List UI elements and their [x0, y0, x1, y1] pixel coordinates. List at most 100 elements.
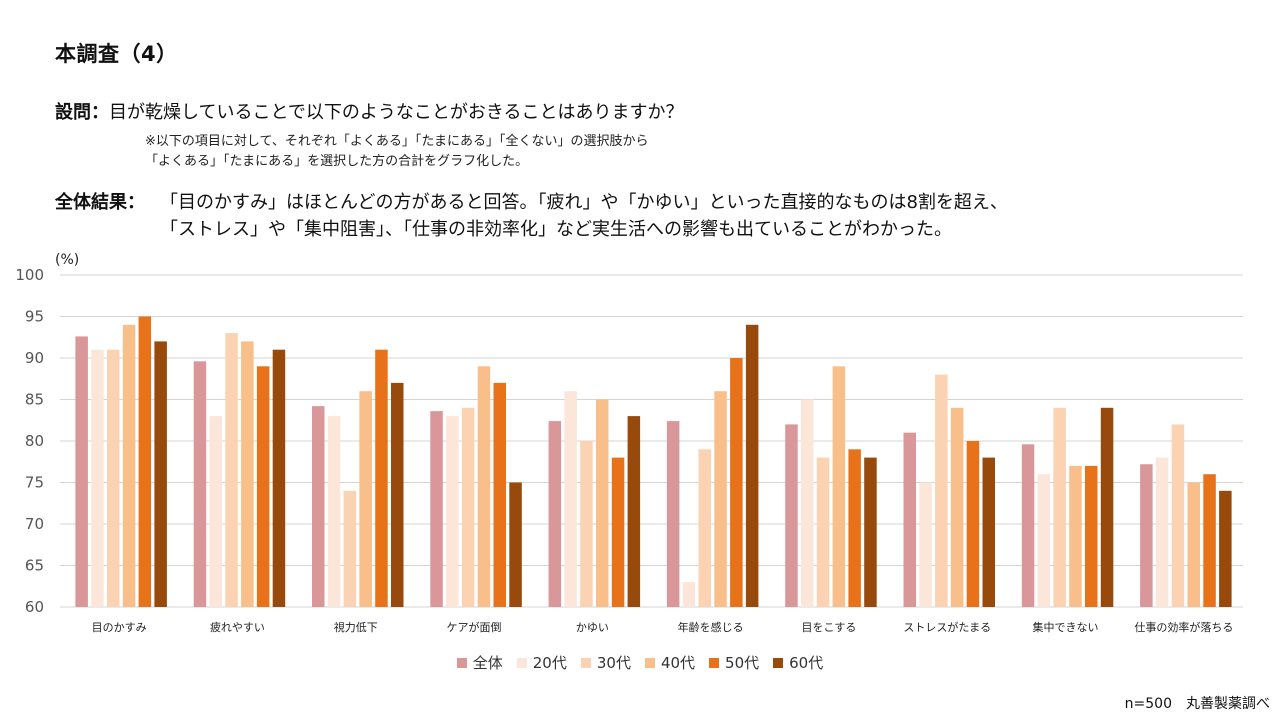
- bar-40代-ケアが面倒: [477, 366, 491, 607]
- legend-item-全体: 全体: [456, 652, 503, 673]
- y-tick-label: 80: [25, 432, 44, 450]
- bar-全体-疲れやすい: [193, 361, 207, 607]
- note-line-2: 「よくある」「たまにある」を選択した方の合計をグラフ化した。: [145, 154, 529, 169]
- bar-50代-集中できない: [1085, 465, 1098, 607]
- x-tick-label: 目のかすみ: [92, 621, 147, 634]
- y-tick-label: 100: [15, 266, 44, 284]
- legend-item-30代: 30代: [580, 652, 631, 673]
- bar-60代-仕事の効率が落ちる: [1219, 490, 1232, 607]
- bar-20代-ストレスがたまる: [919, 482, 932, 607]
- bar-50代-ストレスがたまる: [966, 441, 980, 607]
- bar-60代-疲れやすい: [272, 349, 286, 607]
- bar-50代-目をこする: [848, 449, 861, 607]
- x-tick-label: 年齢を感じる: [678, 620, 744, 634]
- bar-60代-視力低下: [391, 382, 404, 607]
- legend-swatch: [709, 658, 720, 668]
- bar-30代-年齢を感じる: [698, 449, 711, 607]
- bar-20代-集中できない: [1037, 474, 1051, 607]
- x-tick-label: かゆい: [576, 621, 609, 634]
- x-tick-label: 集中できない: [1033, 620, 1099, 634]
- legend-item-40代: 40代: [644, 652, 696, 673]
- legend-label: 全体: [472, 654, 503, 672]
- bar-全体-ケアが面倒: [430, 411, 443, 607]
- y-axis-unit-label: (%): [55, 252, 80, 268]
- bar-30代-集中できない: [1053, 407, 1066, 607]
- question: 設問：目が乾燥していることで以下のようなことがおきることはありますか？: [55, 98, 684, 124]
- bar-60代-集中できない: [1100, 407, 1114, 607]
- bar-60代-ケアが面倒: [509, 482, 522, 607]
- result-line-2: 「ストレス」や「集中阻害」、「仕事の非効率化」など実生活への影響も出ていることが…: [160, 219, 952, 240]
- bar-30代-疲れやすい: [225, 333, 238, 607]
- bar-20代-疲れやすい: [209, 416, 222, 607]
- chart-legend: 全体 20代 30代 40代 50代 60代: [0, 652, 1280, 673]
- legend-label: 30代: [596, 654, 631, 672]
- bar-20代-目のかすみ: [91, 349, 104, 607]
- legend-label: 50代: [725, 654, 760, 672]
- y-tick-label: 75: [25, 474, 44, 492]
- bar-全体-年齢を感じる: [666, 421, 680, 607]
- bar-30代-目のかすみ: [107, 349, 120, 607]
- bar-全体-ストレスがたまる: [903, 432, 916, 607]
- question-label: 設問：: [55, 102, 109, 123]
- bar-全体-視力低下: [312, 406, 325, 607]
- legend-swatch: [580, 658, 591, 668]
- bar-60代-年齢を感じる: [745, 324, 759, 607]
- question-text: 目が乾燥していることで以下のようなことがおきることはありますか？: [109, 102, 684, 123]
- note-line-1: ※以下の項目に対して、それぞれ「よくある」「たまにある」「全くない」の選択肢から: [145, 134, 649, 149]
- x-tick-label: ストレスがたまる: [903, 620, 991, 634]
- y-tick-label: 90: [25, 349, 44, 367]
- bar-60代-目をこする: [864, 457, 877, 607]
- bar-20代-視力低下: [327, 416, 341, 607]
- bar-40代-仕事の効率が落ちる: [1187, 482, 1200, 607]
- legend-swatch: [773, 658, 784, 668]
- page-title: 本調査（4）: [55, 42, 178, 66]
- bar-50代-年齢を感じる: [730, 358, 743, 607]
- bar-40代-年齢を感じる: [714, 391, 727, 607]
- legend-swatch: [456, 658, 467, 668]
- bar-40代-目のかすみ: [122, 324, 136, 607]
- bar-全体-集中できない: [1021, 444, 1035, 607]
- bar-40代-かゆい: [596, 399, 609, 607]
- bar-30代-かゆい: [580, 441, 593, 607]
- bar-全体-目のかすみ: [75, 336, 88, 607]
- y-tick-label: 85: [25, 391, 44, 409]
- bar-30代-視力低下: [343, 490, 357, 607]
- y-tick-label: 60: [25, 598, 44, 616]
- bar-50代-かゆい: [611, 457, 625, 607]
- bar-50代-ケアが面倒: [493, 382, 506, 607]
- bar-30代-ケアが面倒: [461, 407, 475, 607]
- bar-60代-ストレスがたまる: [982, 457, 995, 607]
- bar-全体-目をこする: [785, 424, 798, 607]
- bar-40代-視力低下: [359, 391, 372, 607]
- bar-全体-かゆい: [548, 421, 562, 607]
- legend-label: 20代: [532, 654, 567, 672]
- bar-60代-目のかすみ: [154, 341, 167, 607]
- bar-20代-ケアが面倒: [446, 416, 459, 607]
- legend-item-60代: 60代: [773, 652, 823, 673]
- bar-50代-目のかすみ: [138, 316, 152, 607]
- x-tick-label: ケアが面倒: [447, 620, 502, 634]
- legend-swatch: [644, 658, 655, 668]
- bar-20代-仕事の効率が落ちる: [1155, 457, 1169, 607]
- result-line-1: 「目のかすみ」はほとんどの方があると回答。「疲れ」や「かゆい」といった直接的なも…: [160, 192, 1008, 213]
- y-tick-label: 70: [25, 515, 44, 533]
- y-tick-label: 95: [25, 308, 44, 326]
- x-tick-label: 疲れやすい: [210, 620, 265, 634]
- bar-30代-ストレスがたまる: [935, 374, 948, 607]
- legend-label: 60代: [789, 654, 824, 672]
- result-label: 全体結果：: [55, 192, 145, 213]
- y-tick-label: 65: [25, 557, 44, 575]
- bar-40代-ストレスがたまる: [950, 407, 964, 607]
- bar-50代-疲れやすい: [256, 366, 270, 607]
- bar-30代-仕事の効率が落ちる: [1171, 424, 1185, 607]
- legend-swatch: [516, 658, 527, 668]
- source-note: n=500 丸善製薬調べ: [1124, 696, 1270, 712]
- bar-30代-目をこする: [816, 457, 830, 607]
- bar-20代-年齢を感じる: [682, 582, 696, 607]
- bar-40代-疲れやすい: [241, 341, 254, 607]
- bar-20代-かゆい: [564, 391, 577, 607]
- bar-40代-目をこする: [832, 366, 846, 607]
- bar-全体-仕事の効率が落ちる: [1140, 464, 1153, 607]
- legend-label: 40代: [660, 654, 696, 672]
